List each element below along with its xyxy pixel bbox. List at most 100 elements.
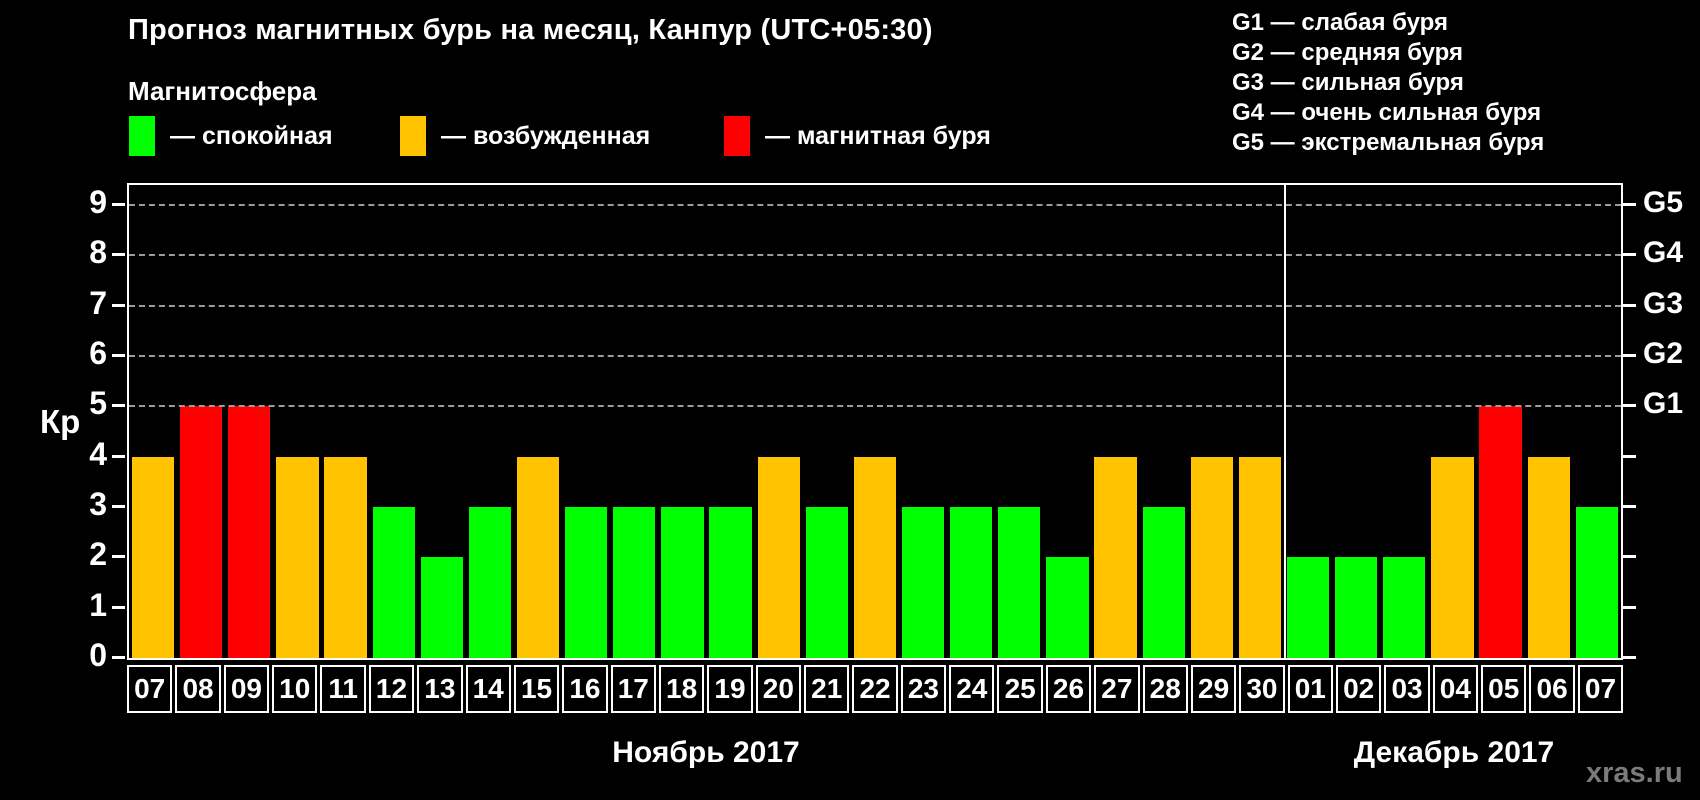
- bar-slot: [322, 185, 370, 658]
- y-axis-label-0: 0: [89, 637, 107, 673]
- bar-slot: [658, 185, 706, 658]
- kp-bar-04: [1431, 456, 1474, 658]
- bar-slot: [466, 185, 514, 658]
- date-cell-30: 30: [1239, 665, 1285, 713]
- date-cell-24: 24: [949, 665, 995, 713]
- kp-bar-24: [950, 507, 993, 658]
- kp-bar-22: [853, 456, 897, 658]
- left-tick-7: [112, 303, 125, 307]
- date-cell-22: 22: [852, 665, 898, 713]
- bar-slot: [610, 185, 658, 658]
- gridline-kp9: [129, 204, 1621, 207]
- bar-slot: [1525, 185, 1573, 658]
- kp-bar-30: [1238, 456, 1282, 658]
- date-cell-07: 07: [127, 665, 173, 713]
- right-axis-label-g5: G5: [1643, 186, 1684, 220]
- date-cell-21: 21: [804, 665, 850, 713]
- legend-item-excited: — возбужденная: [400, 114, 650, 158]
- legend-item-quiet: — спокойная: [129, 114, 333, 158]
- left-tick-8: [112, 253, 125, 257]
- plot-area: [127, 183, 1623, 660]
- kp-bar-07: [131, 456, 175, 658]
- kp-bar-05: [1479, 406, 1522, 658]
- bar-slot: [1477, 185, 1525, 658]
- bar-slot: [1332, 185, 1380, 658]
- kp-bar-13: [420, 557, 463, 658]
- kp-bar-01: [1286, 557, 1330, 658]
- date-cell-02: 02: [1335, 665, 1382, 713]
- bar-slot: [755, 185, 803, 658]
- y-axis-label-2: 2: [89, 536, 107, 573]
- y-axis-label-3: 3: [89, 486, 107, 523]
- gridline-kp8: [129, 254, 1621, 257]
- right-tick-0: [1623, 656, 1636, 659]
- kp-bar-20: [757, 456, 800, 658]
- date-cell-17: 17: [610, 665, 656, 713]
- y-axis-label-1: 1: [89, 586, 107, 623]
- right-axis-label-g4: G4: [1643, 236, 1684, 270]
- y-axis-label-7: 7: [89, 284, 107, 321]
- g5-legend-line: G5 — экстремальная буря: [1232, 129, 1545, 156]
- left-tick-6: [112, 354, 125, 358]
- date-cell-26: 26: [1045, 665, 1092, 713]
- kp-bar-26: [1046, 557, 1089, 658]
- right-tick-8: [1623, 253, 1636, 257]
- date-cell-10: 10: [272, 665, 318, 713]
- bar-slot: [1188, 185, 1236, 658]
- kp-bar-14: [468, 507, 512, 658]
- kp-bar-23: [901, 507, 945, 658]
- date-cell-12: 12: [368, 665, 415, 713]
- kp-bar-28: [1142, 507, 1185, 658]
- g1-legend-line: G1 — слабая буря: [1232, 9, 1449, 36]
- bar-slot: [995, 185, 1043, 658]
- y-axis-label-8: 8: [89, 234, 107, 271]
- gridline-kp5: [129, 405, 1621, 408]
- date-axis: 07 08 09 10 11 12 13 14 15 16 17 18 19 20 21 22 23 24 25 26…: [127, 665, 1624, 713]
- date-cell-20: 20: [755, 665, 802, 713]
- date-cell-04: 04: [1432, 665, 1479, 713]
- storm-color-swatch: [724, 116, 750, 156]
- kp-bar-16: [565, 507, 608, 658]
- date-cell-25: 25: [997, 665, 1043, 713]
- g4-legend-line: G4 — очень сильная буря: [1232, 99, 1542, 126]
- g-scale-legend: G1 — слабая буря G2 — средняя буря G3 — …: [1232, 8, 1544, 158]
- month-label-november: Ноябрь 2017: [612, 736, 800, 769]
- date-cell-14: 14: [465, 665, 511, 713]
- kp-bar-29: [1190, 456, 1233, 658]
- date-cell-15: 15: [513, 665, 560, 713]
- left-tick-2: [112, 555, 125, 559]
- bar-slot: [1092, 185, 1140, 658]
- y-axis-title: Кр: [40, 403, 81, 440]
- right-tick-4: [1623, 454, 1636, 458]
- legend-item-storm: — магнитная буря: [724, 114, 991, 158]
- y-axis-label-6: 6: [89, 335, 107, 372]
- date-cell-09: 09: [223, 665, 270, 713]
- kp-bar-25: [998, 507, 1041, 658]
- kp-bar-02: [1335, 557, 1378, 658]
- legend-item-storm-label: — магнитная буря: [765, 121, 991, 150]
- date-cell-16: 16: [562, 665, 608, 713]
- right-axis-label-g3: G3: [1643, 286, 1684, 320]
- right-tick-2: [1623, 555, 1636, 559]
- y-axis-label-4: 4: [89, 435, 107, 472]
- bar-slot: [273, 185, 321, 658]
- month-separator: [1284, 185, 1287, 658]
- gridline-kp7: [129, 304, 1621, 307]
- kp-bar-19: [709, 507, 752, 658]
- excited-color-swatch: [400, 116, 426, 156]
- bar-slot: [370, 185, 418, 658]
- kp-bar-15: [516, 456, 560, 658]
- date-cell-13: 13: [417, 665, 463, 713]
- kp-bar-09: [228, 406, 271, 658]
- bar-slot: [177, 185, 225, 658]
- bar-slot: [225, 185, 273, 658]
- bar-slot: [129, 185, 177, 658]
- kp-bar-18: [661, 507, 704, 658]
- bar-slot: [418, 185, 466, 658]
- left-tick-0: [112, 656, 125, 659]
- date-cell-19: 19: [707, 665, 753, 713]
- kp-bar-10: [276, 456, 319, 658]
- bar-slot: [899, 185, 947, 658]
- bar-slot: [1573, 185, 1621, 658]
